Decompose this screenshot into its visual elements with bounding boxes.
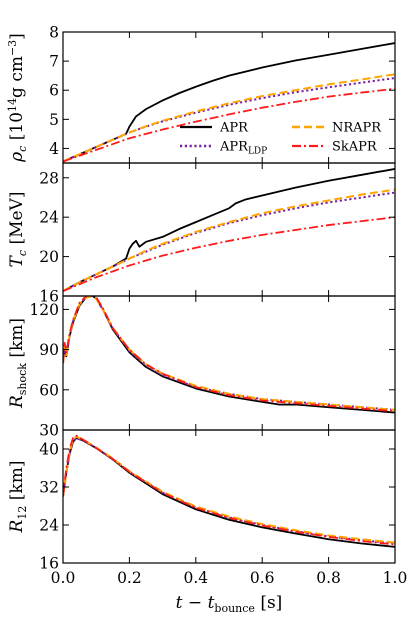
ylabel-R_shock: Rshock [km]	[7, 318, 29, 409]
ytick-label-rho_c: 7	[49, 53, 59, 71]
ytick-label-R_shock: 30	[39, 422, 59, 440]
series-line-T_c-skapr	[63, 216, 395, 292]
ytick-label-R_12: 24	[39, 517, 59, 535]
legend-label-apr: APR	[219, 121, 249, 136]
panel-frame-T_c	[62, 162, 396, 297]
ytick-label-R_12: 32	[39, 479, 59, 497]
legend-label-nrapr: NRAPR	[332, 121, 382, 136]
series-line-R_shock-skapr	[63, 296, 395, 413]
ylabel-R_12: R12 [km]	[7, 461, 29, 534]
ylabel-rho_c: ρc [1014g cm−3]	[6, 33, 29, 163]
legend: APR APRLDP NRAPR SkAPR	[180, 121, 382, 157]
series-line-R_12-nrapr	[63, 435, 395, 544]
legend-label-apr_ldp: APRLDP	[219, 140, 267, 157]
panel-frame-R_12	[62, 429, 396, 564]
series-line-R_shock-nrapr	[63, 296, 395, 411]
series-line-R_12-apr	[63, 437, 395, 548]
xtick-label: 0.6	[250, 569, 275, 587]
panel-rho_c: 4 5 6 7 8 ρc [1014g cm−3]	[6, 24, 396, 164]
ytick-label-R_shock: 120	[29, 301, 59, 319]
series-line-R_12-skapr	[63, 434, 395, 546]
series-line-T_c-apr	[63, 168, 395, 292]
xtick-label: 0.2	[117, 569, 142, 587]
series-line-R_12-apr_ldp	[63, 437, 395, 545]
ytick-label-rho_c: 4	[49, 140, 59, 158]
ytick-label-rho_c: 5	[49, 111, 59, 129]
ytick-label-R_shock: 60	[39, 381, 59, 399]
series-line-rho_c-skapr	[63, 87, 395, 163]
xtick-label: 0.8	[316, 569, 341, 587]
ytick-label-T_c: 28	[39, 169, 59, 187]
panel-R_12: 16 24 32 40 R12 [km]	[7, 429, 396, 573]
xtick-label: 0.0	[51, 569, 76, 587]
ytick-label-R_shock: 90	[39, 341, 59, 359]
legend-label-skapr: SkAPR	[332, 140, 378, 155]
ytick-label-R_12: 16	[39, 555, 59, 573]
ytick-label-T_c: 16	[39, 288, 59, 306]
xtick-label: 0.4	[183, 569, 208, 587]
xlabel: t − tbounce [s]	[176, 593, 283, 615]
series-line-T_c-nrapr	[63, 188, 395, 292]
ytick-label-T_c: 24	[39, 209, 59, 227]
ytick-label-T_c: 20	[39, 248, 59, 266]
ytick-label-rho_c: 6	[49, 82, 59, 100]
series-line-rho_c-nrapr	[63, 73, 395, 163]
panel-frame-R_shock	[62, 295, 396, 431]
ytick-label-R_12: 40	[39, 441, 59, 459]
ylabel-T_c: Tc [MeV]	[7, 192, 29, 268]
ytick-label-rho_c: 8	[49, 24, 59, 42]
xtick-label: 1.0	[383, 569, 408, 587]
panel-T_c: 16 20 24 28 Tc [MeV]	[7, 162, 396, 306]
